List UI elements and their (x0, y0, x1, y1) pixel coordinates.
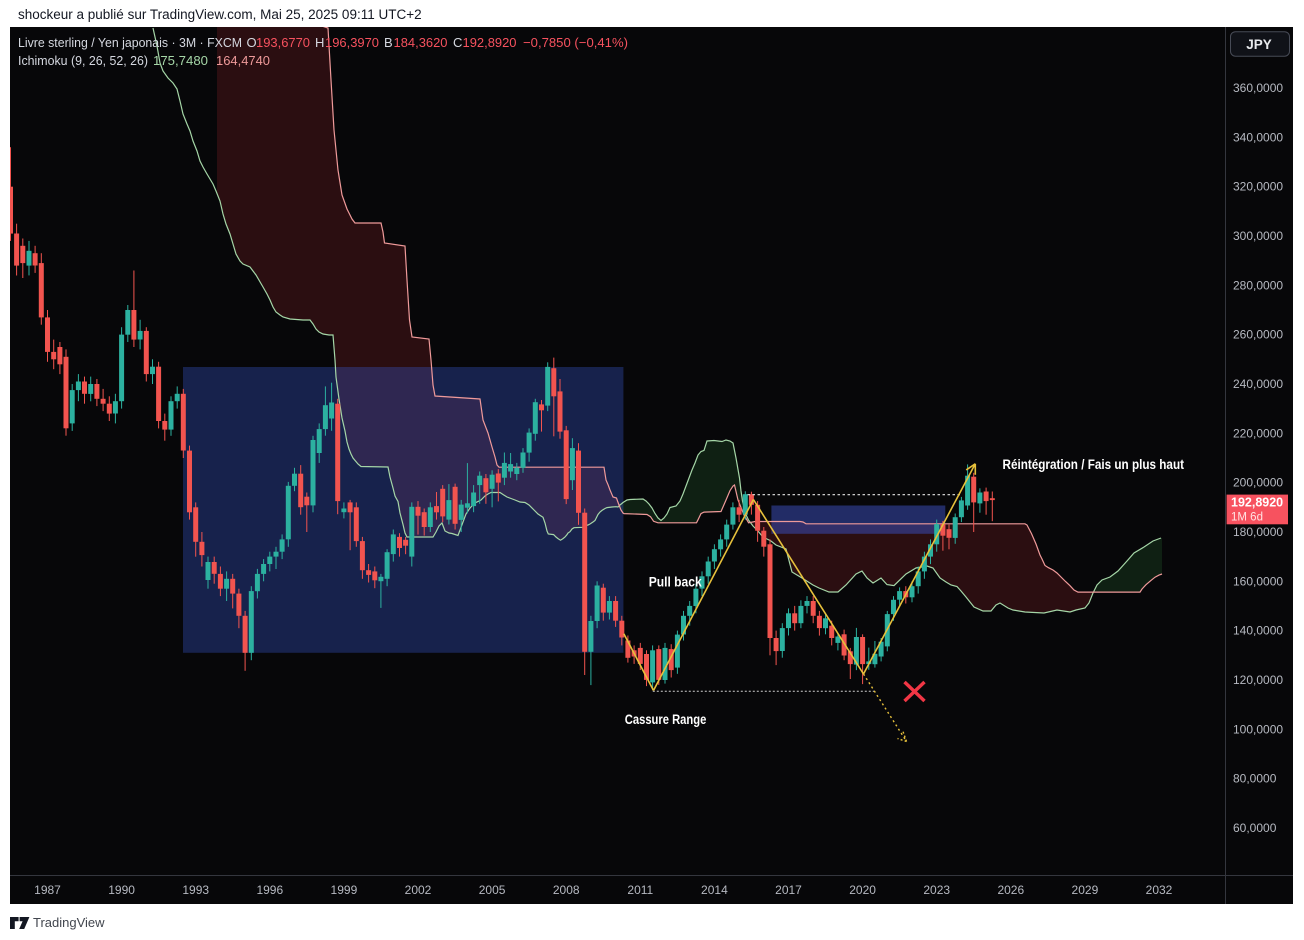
svg-text:192,8920: 192,8920 (463, 35, 517, 50)
svg-text:2020: 2020 (849, 883, 876, 897)
svg-text:340,0000: 340,0000 (1233, 130, 1283, 144)
svg-text:1990: 1990 (108, 883, 135, 897)
svg-text:1996: 1996 (256, 883, 283, 897)
svg-text:192,8920: 192,8920 (1231, 495, 1283, 509)
svg-text:160,0000: 160,0000 (1233, 574, 1283, 588)
svg-text:2023: 2023 (923, 883, 950, 897)
svg-text:1999: 1999 (331, 883, 358, 897)
svg-text:2005: 2005 (479, 883, 506, 897)
svg-text:−0,7850 (−0,41%): −0,7850 (−0,41%) (523, 35, 628, 50)
svg-text:Livre sterling / Yen japonais: Livre sterling / Yen japonais · 3M · FXC… (18, 35, 242, 50)
svg-text:2008: 2008 (553, 883, 580, 897)
svg-text:260,0000: 260,0000 (1233, 328, 1283, 342)
svg-text:O: O (247, 35, 257, 50)
svg-text:175,7480: 175,7480 (153, 53, 208, 68)
svg-text:Cassure Range: Cassure Range (625, 712, 707, 727)
svg-text:180,0000: 180,0000 (1233, 525, 1283, 539)
svg-text:193,6770: 193,6770 (256, 35, 310, 50)
svg-text:280,0000: 280,0000 (1233, 278, 1283, 292)
svg-text:120,0000: 120,0000 (1233, 673, 1283, 687)
svg-text:360,0000: 360,0000 (1233, 81, 1283, 95)
svg-text:JPY: JPY (1246, 37, 1272, 52)
svg-text:60,0000: 60,0000 (1233, 821, 1277, 835)
svg-text:240,0000: 240,0000 (1233, 377, 1283, 391)
svg-text:2002: 2002 (405, 883, 432, 897)
svg-text:80,0000: 80,0000 (1233, 772, 1277, 786)
svg-text:200,0000: 200,0000 (1233, 476, 1283, 490)
svg-text:2032: 2032 (1146, 883, 1173, 897)
svg-text:100,0000: 100,0000 (1233, 722, 1283, 736)
svg-text:H: H (315, 35, 324, 50)
svg-text:320,0000: 320,0000 (1233, 180, 1283, 194)
svg-text:2014: 2014 (701, 883, 728, 897)
svg-text:196,3970: 196,3970 (325, 35, 379, 50)
svg-text:1987: 1987 (34, 883, 61, 897)
svg-text:1M 6d: 1M 6d (1231, 511, 1263, 523)
svg-text:Ichimoku (9, 26, 52, 26): Ichimoku (9, 26, 52, 26) (18, 53, 148, 68)
svg-text:2026: 2026 (997, 883, 1024, 897)
svg-text:220,0000: 220,0000 (1233, 426, 1283, 440)
svg-text:1993: 1993 (182, 883, 209, 897)
svg-text:2011: 2011 (627, 883, 653, 897)
svg-text:2029: 2029 (1072, 883, 1099, 897)
svg-text:300,0000: 300,0000 (1233, 229, 1283, 243)
svg-text:140,0000: 140,0000 (1233, 624, 1283, 638)
svg-text:C: C (453, 35, 462, 50)
svg-text:184,3620: 184,3620 (394, 35, 448, 50)
svg-text:164,4740: 164,4740 (216, 53, 270, 68)
svg-text:2017: 2017 (775, 883, 802, 897)
svg-text:B: B (384, 35, 393, 50)
svg-text:Réintégration / Fais un plus h: Réintégration / Fais un plus haut (1003, 457, 1185, 472)
svg-text:Pull back: Pull back (649, 575, 702, 590)
